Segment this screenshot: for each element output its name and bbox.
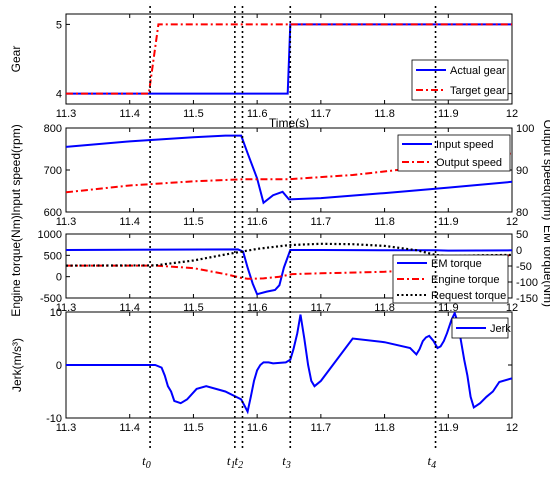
y-right-tick-label: -50	[516, 261, 532, 273]
y-tick-label: 700	[44, 165, 62, 177]
x-tick-label: 11.5	[183, 216, 204, 228]
x-tick-label: 11.3	[56, 422, 77, 434]
legend-box	[397, 134, 511, 172]
x-tick-label: 11.8	[374, 108, 395, 120]
x-tick-label: 11.5	[183, 422, 204, 434]
x-tick-label: 11.4	[119, 216, 140, 228]
legend-label: Actual gear	[450, 65, 506, 77]
legend: Jerk	[451, 317, 511, 339]
y-tick-label: 600	[44, 207, 62, 219]
x-tick-label: 11.7	[311, 216, 332, 228]
y-right-tick-label: -100	[516, 277, 538, 289]
y-tick-label: 4	[56, 89, 62, 101]
panel-3: 11.3 11.4 11.5 11.6 11.7 11.8 11.9 12-500050010…	[9, 215, 550, 324]
y-tick-label: 800	[44, 123, 62, 135]
event-label: t3	[282, 453, 291, 471]
y-axis-label: Engine torque(Nm)	[9, 215, 23, 316]
event-label: t2	[234, 453, 243, 471]
x-tick-label: 11.9	[438, 302, 459, 314]
x-tick-label: 11.7	[311, 302, 332, 314]
x-tick-label: 11.5	[183, 302, 204, 314]
x-tick-label: 11.6	[247, 108, 268, 120]
x-tick-label: 11.9	[438, 422, 459, 434]
event-markers: t0 t1 t2 t3 t4	[142, 6, 437, 471]
y-right-tick-label: -150	[516, 293, 538, 305]
y-right-tick-label: 90	[516, 165, 528, 177]
x-tick-label: 12	[506, 422, 518, 434]
x-tick-label: 11.7	[311, 422, 332, 434]
event-label: t0	[142, 453, 151, 471]
y-tick-label: -500	[40, 293, 62, 305]
legend-label: Input speed	[436, 139, 494, 151]
x-tick-label: 11.3	[56, 302, 77, 314]
x-tick-label: 11.9	[438, 108, 459, 120]
y-right-tick-label: 80	[516, 207, 528, 219]
y-right-tick-label: 0	[516, 245, 522, 257]
x-tick-label: 11.4	[119, 302, 140, 314]
series-line-input-speed	[66, 134, 512, 205]
x-tick-label: 11.5	[183, 108, 204, 120]
x-tick-label: 12	[506, 216, 518, 228]
legend-label: EM torque	[431, 258, 482, 270]
x-tick-label: 12	[506, 302, 518, 314]
legend: Actual gear Target gear	[411, 59, 509, 101]
x-tick-label: 11.6	[247, 216, 268, 228]
panel-4: 11.3 11.4 11.5 11.6 11.7 11.8 11.9 12 -10 0 10 Jerk…	[10, 307, 518, 434]
series-line-em-torque	[66, 248, 512, 296]
x-tick-label: 12	[506, 108, 518, 120]
y-tick-label: 1000	[38, 229, 62, 241]
x-tick-label: 11.7	[311, 108, 332, 120]
legend-label: Request torque	[431, 290, 506, 302]
y-axis-label: Jerk(m/s³)	[10, 338, 24, 392]
legend-label: Jerk	[490, 323, 511, 335]
x-tick-label: 11.4	[119, 108, 140, 120]
y-right-axis-label: EM torque(Nm)	[541, 225, 550, 307]
y-tick-label: 5	[56, 19, 62, 31]
x-tick-label: 11.4	[119, 422, 140, 434]
x-tick-label: 11.3	[56, 216, 77, 228]
event-label: t1	[227, 453, 236, 471]
panel-1: 11.3 11.4 11.5 11.6 11.7 11.8 11.9 12 4 5 Gear Time…	[9, 13, 518, 130]
panel-2: 11.3 11.4 11.5 11.6 11.7 11.8 11.9 12 600 700 800 8…	[9, 120, 550, 228]
y-tick-label: 0	[56, 360, 62, 372]
y-axis-label: Gear	[9, 46, 23, 73]
x-tick-label: 11.9	[438, 216, 459, 228]
y-tick-label: 10	[50, 307, 62, 319]
legend-label: Output speed	[436, 157, 502, 169]
y-tick-label: 0	[56, 272, 62, 284]
x-tick-label: 11.8	[374, 216, 395, 228]
legend-label: Engine torque	[431, 274, 500, 286]
y-tick-label: -10	[46, 413, 62, 425]
legend-label: Target gear	[450, 85, 506, 97]
x-tick-label: 11.8	[374, 422, 395, 434]
x-axis-label: Time(s)	[269, 116, 309, 130]
x-tick-label: 11.6	[247, 302, 268, 314]
legend: EM torque Engine torque Request torque	[392, 254, 509, 304]
x-tick-label: 11.3	[56, 108, 77, 120]
legend-box	[411, 59, 509, 101]
y-right-tick-label: 100	[516, 123, 534, 135]
series-line-target-gear	[66, 23, 512, 95]
legend: Input speed Output speed	[397, 134, 511, 172]
x-tick-label: 11.8	[374, 302, 395, 314]
x-tick-label: 11.6	[247, 422, 268, 434]
y-right-tick-label: 50	[516, 229, 528, 241]
y-right-axis-label: Output speed(rpm)	[541, 120, 550, 221]
y-axis-label: Input speed(rpm)	[9, 124, 23, 215]
y-tick-label: 500	[44, 250, 62, 262]
event-label: t4	[428, 453, 437, 471]
